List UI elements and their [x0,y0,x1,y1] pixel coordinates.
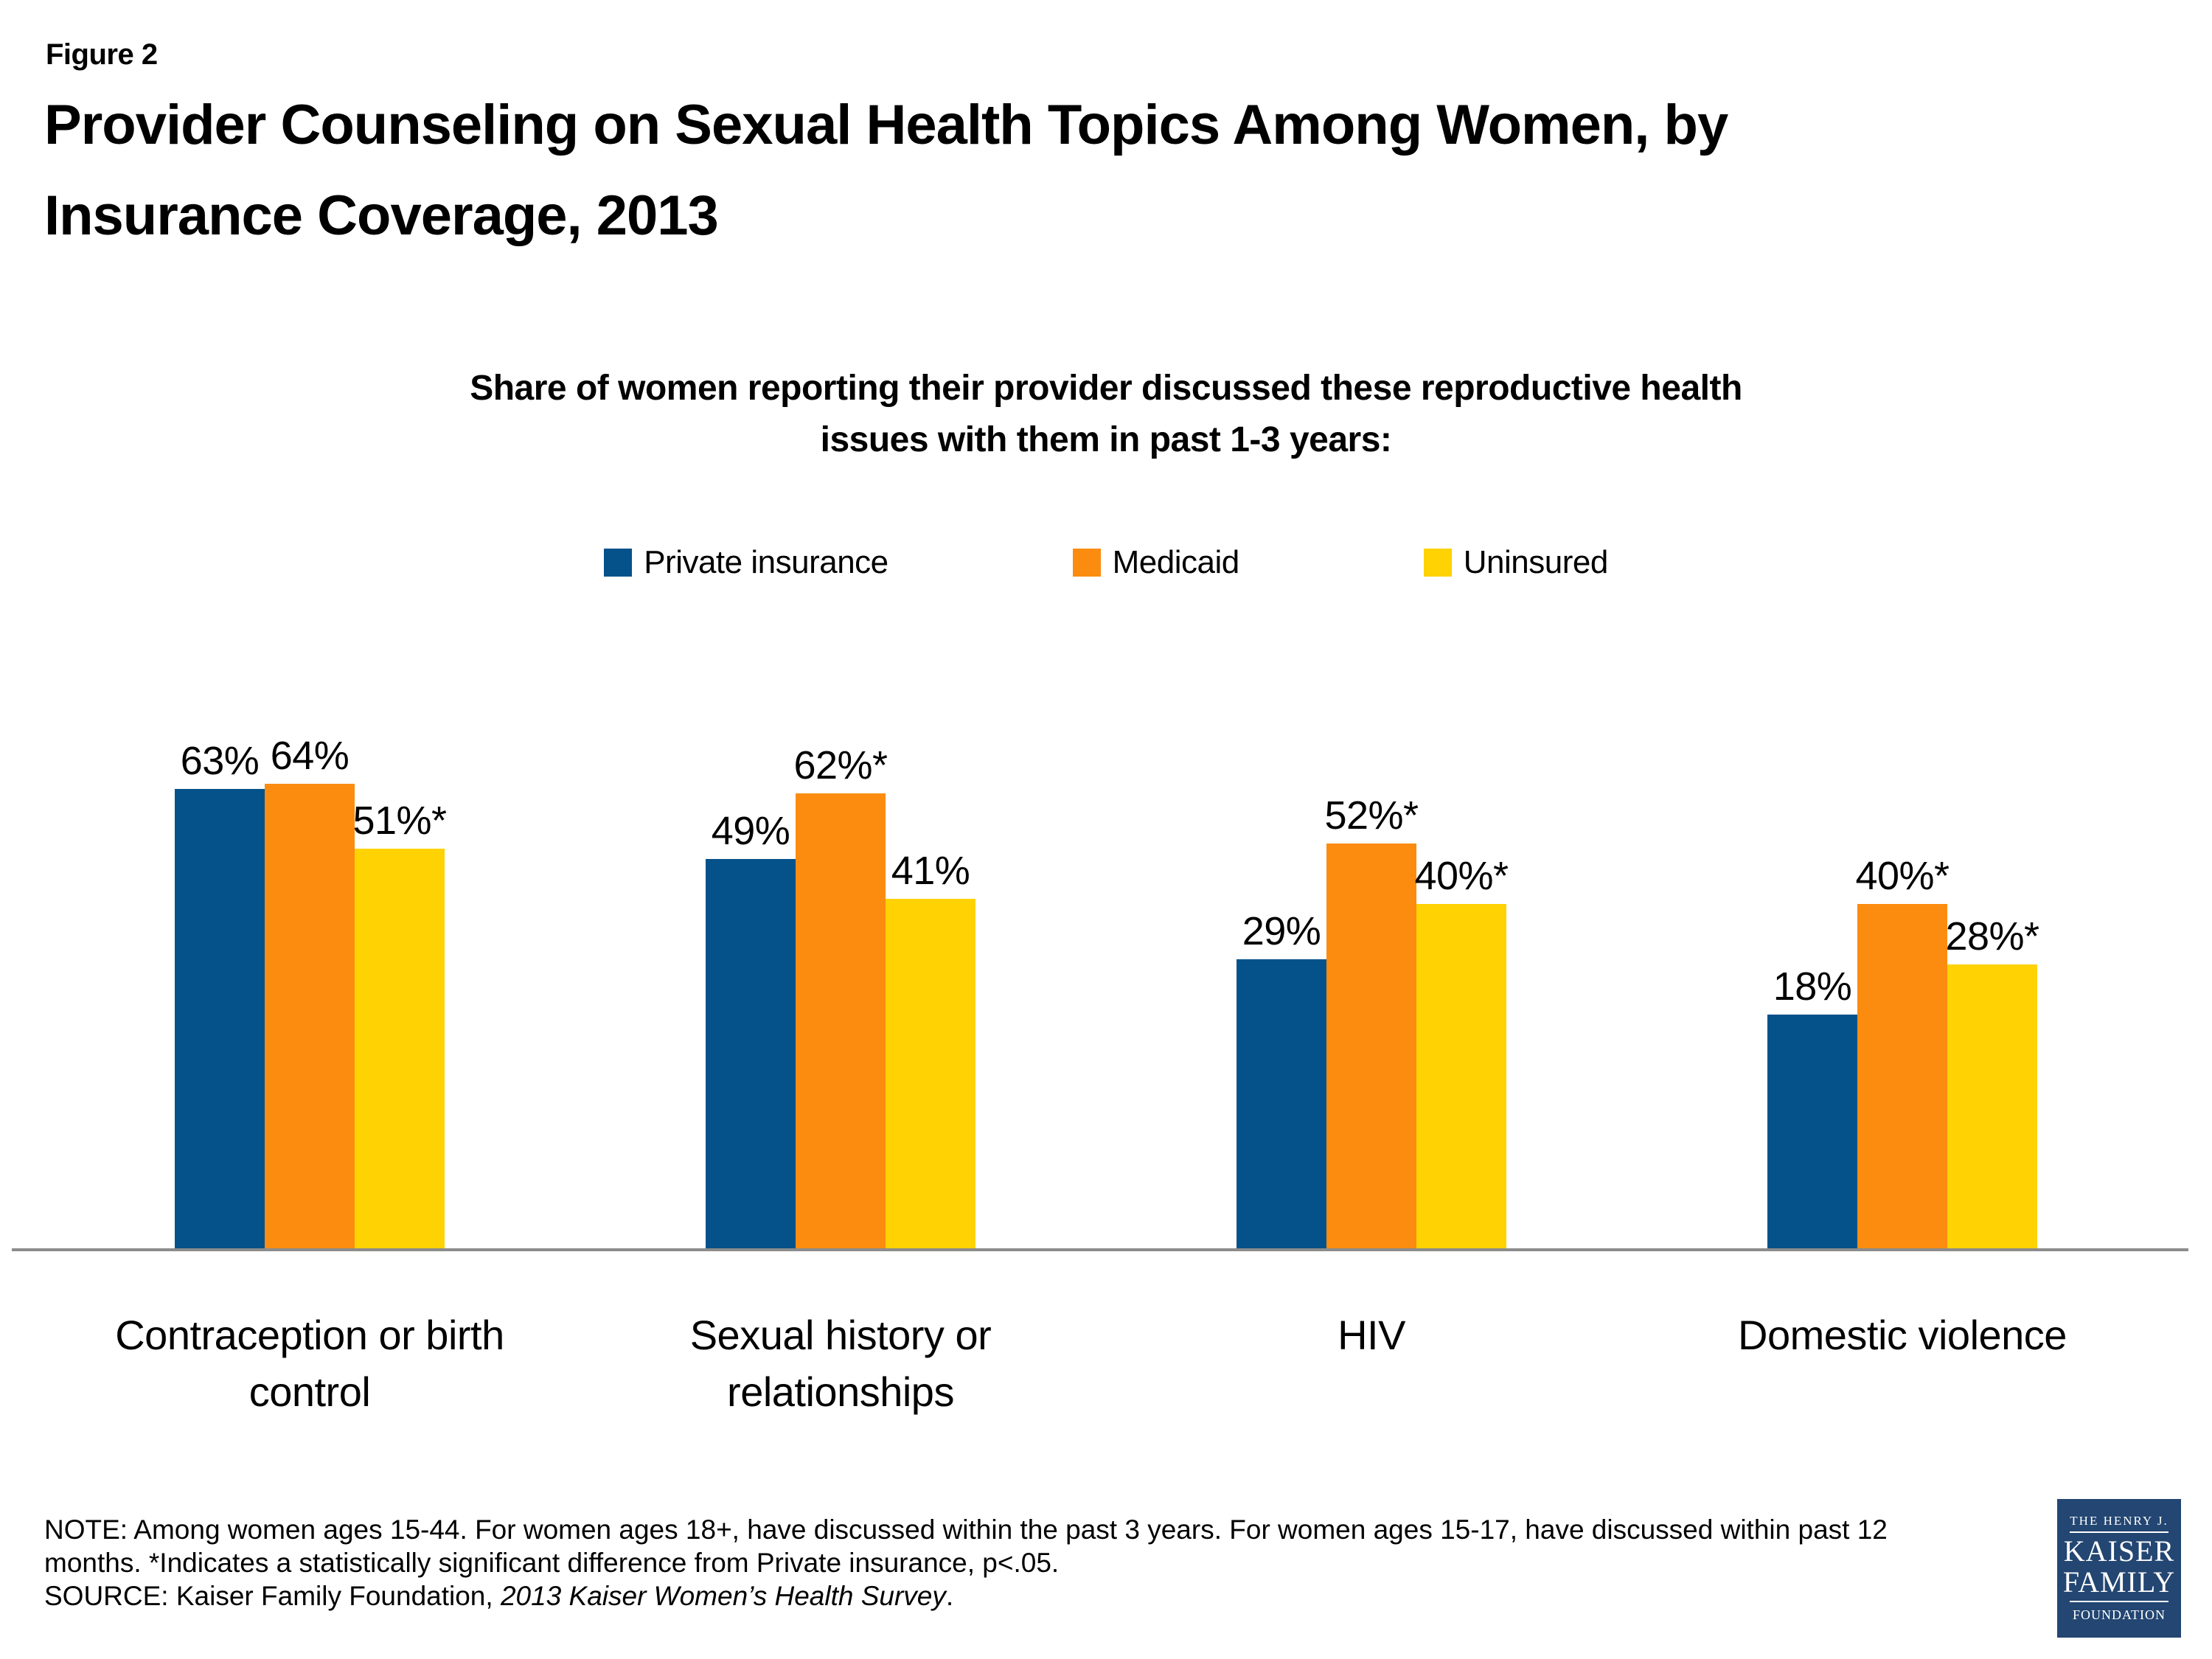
category-axis-labels: Contraception or birth control Sexual his… [44,1307,2168,1421]
bar-private-insurance [706,859,796,1248]
kaiser-family-foundation-logo: THE HENRY J. KAISER FAMILY FOUNDATION [2057,1499,2181,1638]
page-title: Provider Counseling on Sexual Health Top… [44,94,1728,248]
bar-value-label: 18% [1773,964,1852,1009]
legend-swatch-medicaid [1072,549,1101,577]
bar-with-label: 52%* [1324,793,1419,1248]
bar-value-label: 62%* [793,742,888,787]
bar-with-label: 64% [265,734,355,1248]
bar-with-label: 40%* [1414,853,1509,1248]
bar-value-label: 40%* [1855,853,1950,898]
note-block: NOTE: Among women ages 15-44. For women … [44,1513,1932,1613]
bar-value-label: 49% [711,808,790,853]
bar-with-label: 28%* [1945,914,2039,1248]
bar-value-label: 51%* [352,798,447,843]
category-label: Contraception or birth control [115,1312,504,1416]
bar-group: 18% 40%* 28%* [1637,853,2168,1248]
bar-uninsured [1416,904,1506,1248]
logo-divider [2070,1531,2168,1533]
bar-with-label: 62%* [793,742,888,1248]
x-axis-line [12,1248,2188,1251]
logo-line-kaiser: KAISER [2063,1534,2175,1568]
bar-value-label: 52%* [1324,793,1419,838]
bar-value-label: 40%* [1414,853,1509,898]
bar-group: 63% 64% 51%* [44,734,575,1248]
bar-chart-plot-area: 63% 64% 51%* 49% 62%* 41% 29% 52%* 40%* 18% 40%* 28… [44,619,2168,1248]
legend-swatch-private-insurance [604,549,633,577]
bar-value-label: 29% [1242,908,1321,953]
chart-subtitle: Share of women reporting their provider … [470,369,1742,459]
bar-medicaid [1326,844,1416,1248]
category-label: Domestic violence [1738,1312,2067,1358]
legend-item-private-insurance: Private insurance [604,544,888,581]
category-column: Domestic violence [1637,1307,2168,1421]
bar-private-insurance [175,789,265,1248]
figure-label: Figure 2 [46,38,158,71]
bar-value-label: 41% [891,848,970,893]
bar-with-label: 41% [886,849,975,1248]
logo-divider [2070,1601,2168,1602]
bar-with-label: 18% [1767,964,1857,1248]
bar-medicaid [796,793,886,1248]
bar-group: 49% 62%* 41% [575,742,1106,1248]
category-column: Sexual history or relationships [575,1307,1106,1421]
legend-label: Medicaid [1112,544,1240,580]
bar-with-label: 29% [1237,908,1326,1248]
logo-line-henry-j: THE HENRY J. [2070,1514,2168,1528]
legend: Private insurance Medicaid Uninsured [0,544,2212,581]
legend-label: Uninsured [1463,544,1609,580]
bar-private-insurance [1767,1015,1857,1248]
bar-with-label: 63% [175,738,265,1248]
logo-line-family: FAMILY [2062,1565,2176,1599]
bar-value-label: 28%* [1945,914,2039,959]
bar-value-label: 63% [180,738,260,783]
source-text: SOURCE: Kaiser Family Foundation, 2013 K… [44,1581,954,1612]
bar-group: 29% 52%* 40%* [1106,793,1637,1248]
bar-with-label: 49% [706,808,796,1248]
bar-with-label: 40%* [1855,853,1950,1248]
bar-uninsured [886,899,975,1248]
legend-label: Private insurance [644,544,888,580]
legend-item-medicaid: Medicaid [1072,544,1240,581]
bar-uninsured [355,849,445,1248]
category-label: Sexual history or relationships [689,1312,992,1416]
category-column: Contraception or birth control [44,1307,575,1421]
bar-with-label: 51%* [352,798,447,1248]
subtitle-container: Share of women reporting their provider … [0,363,2212,465]
bar-medicaid [1857,904,1947,1248]
bar-value-label: 64% [270,733,349,778]
note-text: NOTE: Among women ages 15-44. For women … [44,1514,1888,1579]
bar-private-insurance [1237,959,1326,1248]
legend-item-uninsured: Uninsured [1423,544,1609,581]
category-column: HIV [1106,1307,1637,1421]
logo-line-foundation: FOUNDATION [2073,1607,2166,1622]
bar-uninsured [1947,964,2037,1248]
legend-swatch-uninsured [1423,549,1452,577]
category-label: HIV [1338,1312,1405,1358]
bar-medicaid [265,784,355,1248]
